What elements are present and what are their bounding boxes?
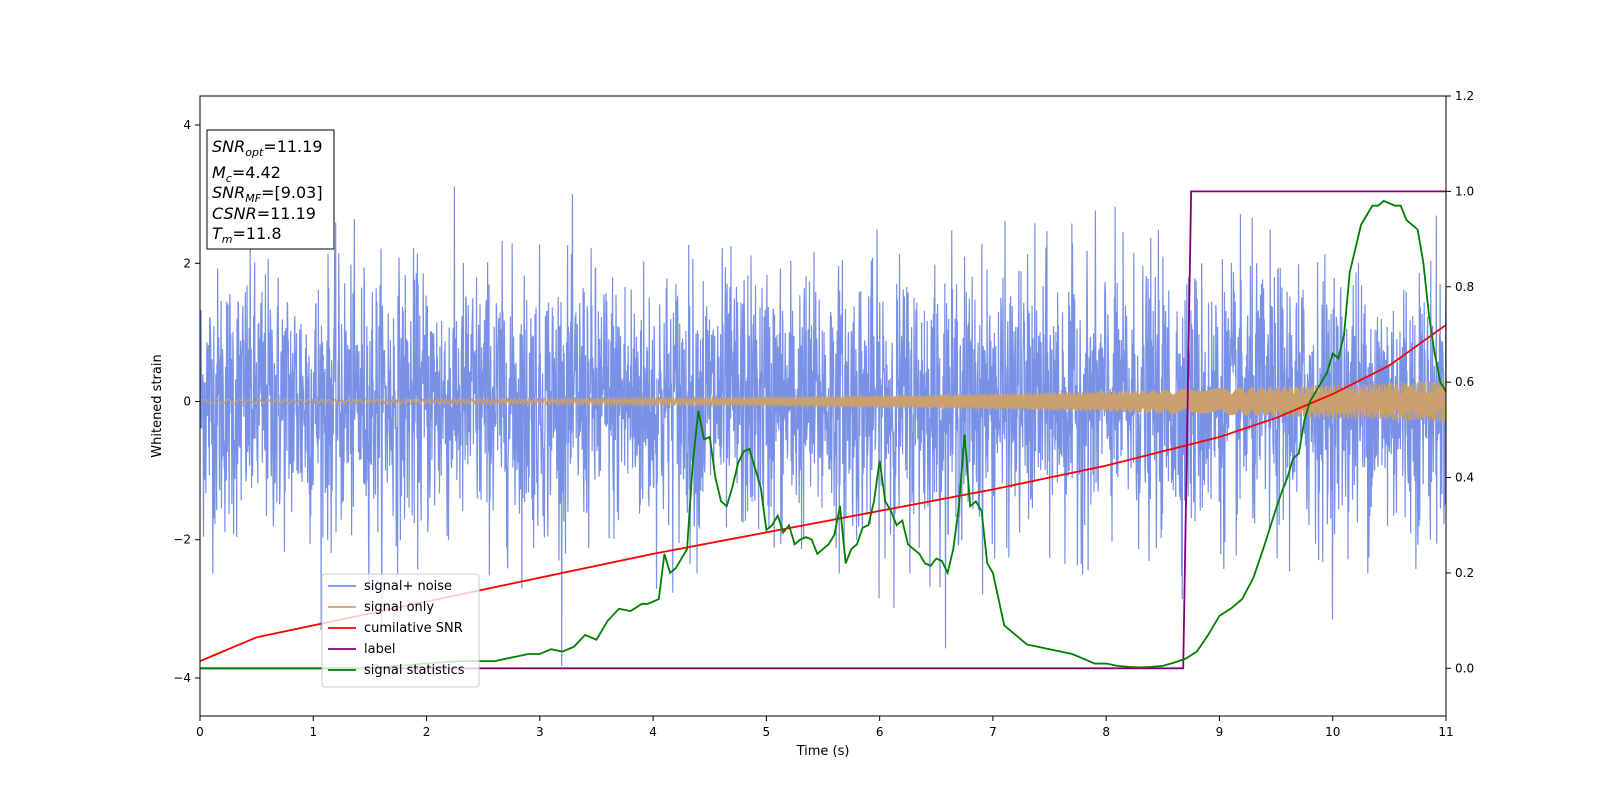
info-csnr: CSNR=11.19 [212,204,316,223]
legend-label-signal-statistics: signal statistics [364,663,465,678]
x-tick-label: 2 [423,725,431,739]
label-line [200,190,1446,670]
legend-label-label: label [364,642,395,657]
info-mc: Mc=4.42 [212,163,281,185]
info-box-frame [206,129,335,250]
y-right-tick-label: 1.2 [1455,89,1474,103]
info-box: SNRopt=11.19 Mc=4.42 SNRMF=[9.03] CSNR=1… [206,129,335,250]
plot-frame [199,95,1447,717]
x-tick-label: 10 [1325,725,1340,739]
info-tm: Tm=11.8 [212,224,282,246]
legend-label-signal-only: signal only [364,600,434,615]
x-tick-label: 0 [196,725,204,739]
x-tick-label: 3 [536,725,544,739]
y-left-tick-label: −4 [173,671,191,685]
x-tick-label: 8 [1102,725,1110,739]
x-tick-label: 7 [989,725,997,739]
legend: signal+ noise signal only cumilative SNR la… [321,573,480,688]
y-right-tick-label: 0.6 [1455,375,1474,389]
signal-statistics-line [200,199,1446,670]
y-right-tick-label: 0.0 [1455,661,1474,675]
y-right-tick-label: 0.2 [1455,566,1474,580]
y-axis-label: Whitened strain [150,354,165,457]
signal-noise-series [200,186,1446,666]
info-snr-opt: SNRopt=11.19 [212,137,323,159]
x-axis-label: Time (s) [796,744,850,759]
y-right-tick-label: 0.4 [1455,471,1474,485]
y-left-tick-label: 0 [183,395,191,409]
x-tick-label: 11 [1438,725,1453,739]
y-right-tick-label: 0.8 [1455,280,1474,294]
y-left-tick-label: 2 [183,256,191,270]
x-tick-label: 1 [309,725,317,739]
legend-frame [321,573,480,688]
legend-label-cumilative-snr: cumilative SNR [364,621,463,636]
signal-noise-line [200,186,1446,666]
info-snr-mf: SNRMF=[9.03] [212,183,323,205]
signal-only-series [200,381,1446,423]
y-left-tick-label: 4 [183,118,191,132]
legend-label-signal-noise: signal+ noise [364,579,452,594]
x-tick-label: 4 [649,725,657,739]
y-left-tick-label: −2 [173,533,191,547]
x-tick-label: 5 [763,725,771,739]
x-tick-label: 6 [876,725,884,739]
x-tick-label: 9 [1216,725,1224,739]
axes-ticks: 0 1 2 3 4 5 6 7 8 9 10 11 4 2 0 −2 −4 1.2 1.0 0.8 0.6 0.4 0.2 0… [173,89,1474,739]
y-right-tick-label: 1.0 [1455,184,1474,198]
signal-only-line [200,381,1446,423]
